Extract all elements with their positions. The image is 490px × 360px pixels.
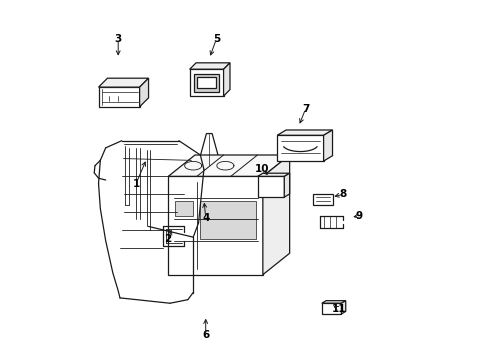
Polygon shape — [98, 78, 148, 87]
Text: 4: 4 — [202, 212, 209, 222]
Text: 7: 7 — [302, 104, 309, 113]
Polygon shape — [198, 134, 220, 165]
Text: 2: 2 — [165, 234, 172, 244]
Polygon shape — [190, 69, 223, 96]
Polygon shape — [313, 194, 333, 205]
Polygon shape — [200, 202, 256, 239]
Polygon shape — [258, 173, 290, 176]
Text: 8: 8 — [340, 189, 347, 199]
Polygon shape — [140, 78, 148, 107]
Polygon shape — [98, 87, 140, 107]
Polygon shape — [223, 63, 230, 96]
Text: 6: 6 — [202, 330, 209, 341]
Text: 9: 9 — [356, 211, 363, 221]
Polygon shape — [284, 173, 290, 197]
Polygon shape — [198, 165, 220, 169]
Polygon shape — [168, 176, 263, 275]
Polygon shape — [263, 155, 290, 275]
Polygon shape — [342, 301, 346, 314]
Text: 11: 11 — [331, 303, 346, 314]
Polygon shape — [277, 130, 333, 135]
Polygon shape — [194, 73, 220, 92]
Polygon shape — [323, 130, 333, 161]
Polygon shape — [197, 77, 216, 88]
Polygon shape — [258, 176, 284, 197]
Polygon shape — [190, 63, 230, 69]
Text: 3: 3 — [115, 34, 122, 44]
Polygon shape — [322, 303, 342, 314]
Polygon shape — [322, 301, 346, 303]
Text: 10: 10 — [255, 164, 270, 174]
Polygon shape — [175, 202, 193, 216]
Text: 5: 5 — [213, 34, 220, 44]
Polygon shape — [277, 135, 323, 161]
Text: 1: 1 — [132, 179, 140, 189]
Polygon shape — [168, 155, 290, 176]
